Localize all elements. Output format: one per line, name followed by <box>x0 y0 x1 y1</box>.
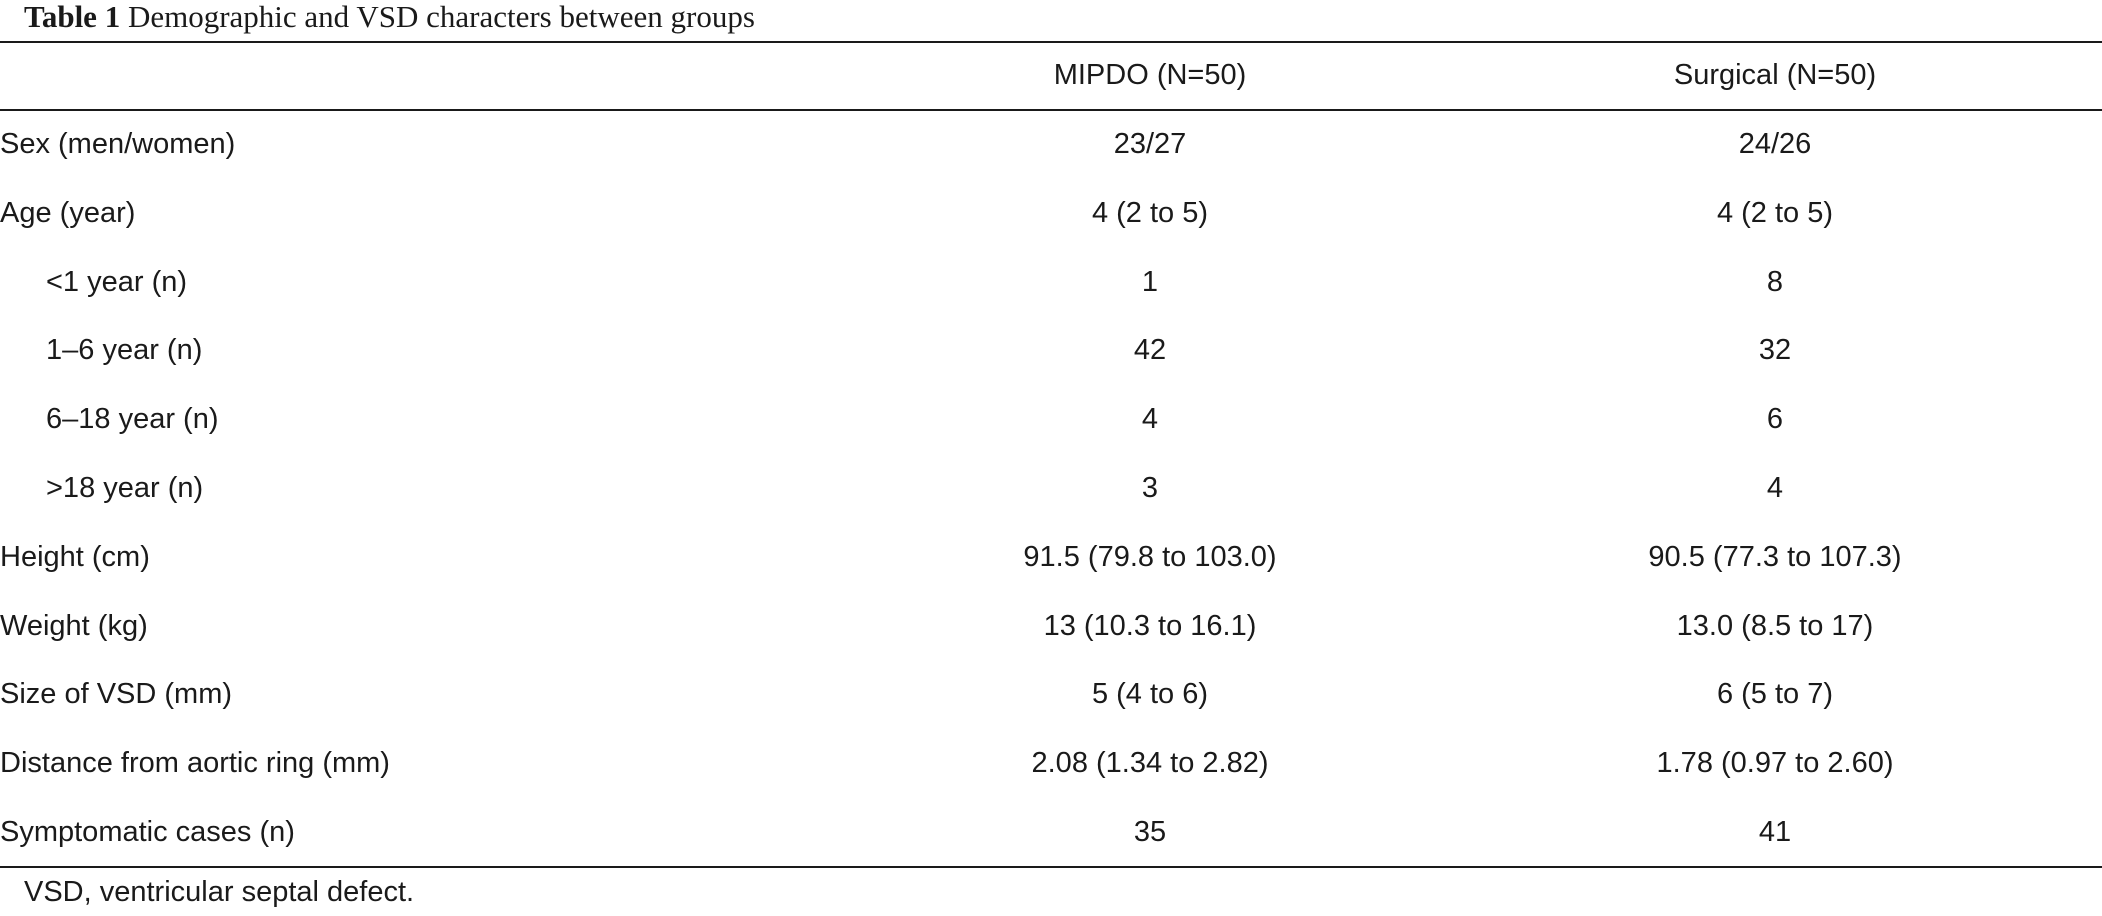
cell-surgical: 4 (2 to 5) <box>1716 196 1834 229</box>
cell-mipdo: 42 <box>1133 334 1167 367</box>
row-label: Symptomatic cases (n) <box>0 816 295 849</box>
cell-mipdo: 23/27 <box>1113 127 1187 160</box>
cell-mipdo: 2.08 (1.34 to 2.82) <box>1031 747 1269 780</box>
cell-surgical: 8 <box>1766 265 1784 298</box>
row-label: >18 year (n) <box>46 472 204 505</box>
cell-surgical: 6 <box>1766 403 1784 436</box>
table-row: Height (cm) 91.5 (79.8 to 103.0) 90.5 (77.… <box>0 523 2102 592</box>
table-row: Weight (kg) 13 (10.3 to 16.1) 13.0 (8.5 to… <box>0 592 2102 661</box>
cell-surgical: 1.78 (0.97 to 2.60) <box>1656 747 1894 780</box>
cell-mipdo: 5 (4 to 6) <box>1091 678 1209 711</box>
row-label: Weight (kg) <box>0 609 148 642</box>
cell-mipdo: 1 <box>1141 265 1159 298</box>
row-label: Size of VSD (mm) <box>0 678 233 711</box>
table-caption: Table 1 Demographic and VSD characters b… <box>24 0 755 38</box>
cell-mipdo: 4 (2 to 5) <box>1091 196 1209 229</box>
table-row: <1 year (n) 1 8 <box>0 248 2102 317</box>
table-footnote: VSD, ventricular septal defect. <box>24 876 415 908</box>
table-row: Symptomatic cases (n) 35 41 <box>0 798 2102 867</box>
table-row: Sex (men/women) 23/27 24/26 <box>0 109 2102 179</box>
table-row: >18 year (n) 3 4 <box>0 454 2102 523</box>
cell-mipdo: 3 <box>1141 472 1159 505</box>
cell-surgical: 90.5 (77.3 to 107.3) <box>1648 540 1902 573</box>
cell-surgical: 4 <box>1766 472 1784 505</box>
table-caption-text: Demographic and VSD characters between g… <box>127 0 755 34</box>
cell-mipdo: 35 <box>1133 816 1167 849</box>
table-header-rule <box>0 109 2102 111</box>
cell-surgical: 41 <box>1758 816 1792 849</box>
cell-surgical: 13.0 (8.5 to 17) <box>1676 609 1874 642</box>
row-label: 1–6 year (n) <box>46 334 203 367</box>
cell-mipdo: 4 <box>1141 403 1159 436</box>
table-top-rule <box>0 41 2102 43</box>
cell-surgical: 6 (5 to 7) <box>1716 678 1834 711</box>
cell-mipdo: 13 (10.3 to 16.1) <box>1043 609 1257 642</box>
table-row: 6–18 year (n) 4 6 <box>0 385 2102 454</box>
table-row: Distance from aortic ring (mm) 2.08 (1.34… <box>0 729 2102 798</box>
row-label: Sex (men/women) <box>0 127 236 160</box>
column-header-variable <box>0 42 852 109</box>
table-header-row: MIPDO (N=50) Surgical (N=50) <box>0 42 2102 109</box>
cell-surgical: 32 <box>1758 334 1792 367</box>
cell-mipdo: 91.5 (79.8 to 103.0) <box>1023 540 1277 573</box>
column-header-surgical: Surgical (N=50) <box>1673 59 1877 91</box>
demographics-table: MIPDO (N=50) Surgical (N=50) Sex (men/wo… <box>0 42 2102 867</box>
table-bottom-rule <box>0 866 2102 868</box>
table-body: Sex (men/women) 23/27 24/26 Age (year) 4 (2 … <box>0 109 2102 867</box>
table-row: 1–6 year (n) 42 32 <box>0 317 2102 386</box>
column-header-mipdo: MIPDO (N=50) <box>1053 59 1247 91</box>
row-label: Age (year) <box>0 196 136 229</box>
row-label: Height (cm) <box>0 540 150 573</box>
table-caption-label: Table 1 <box>24 0 121 34</box>
row-label: 6–18 year (n) <box>46 403 219 436</box>
table-row: Size of VSD (mm) 5 (4 to 6) 6 (5 to 7) <box>0 661 2102 730</box>
row-label: Distance from aortic ring (mm) <box>0 747 390 780</box>
row-label: <1 year (n) <box>46 265 188 298</box>
cell-surgical: 24/26 <box>1738 127 1812 160</box>
table-row: Age (year) 4 (2 to 5) 4 (2 to 5) <box>0 179 2102 248</box>
